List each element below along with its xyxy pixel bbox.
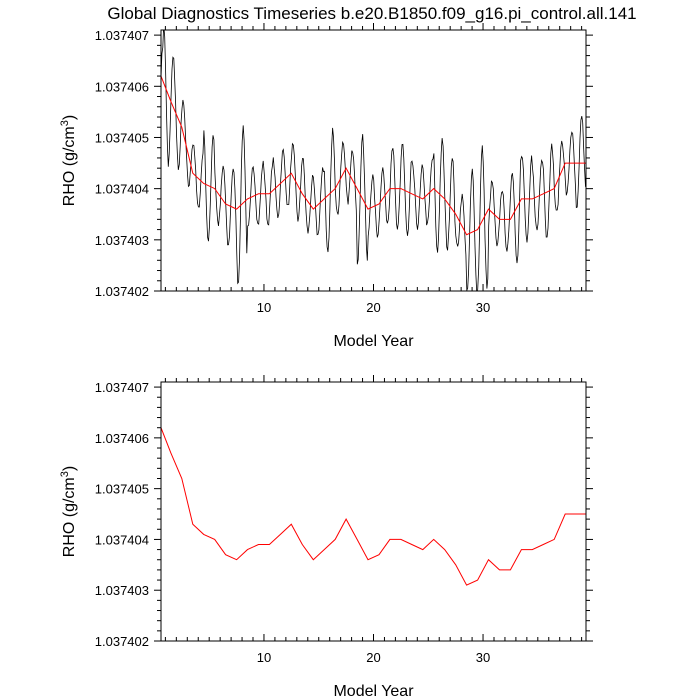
chart-panel-2: 10 20 30 1.037402 1.037403 1.037404 1.037405 1.… [59, 375, 593, 700]
figure-title: Global Diagnostics Timeseries b.e20.B185… [107, 4, 636, 23]
y-tick-label: 1.037406 [95, 431, 149, 446]
x-tick-label: 30 [476, 300, 490, 315]
x-tick-label: 10 [257, 300, 271, 315]
y-axis-label: RHO (g/cm3) [59, 466, 78, 557]
y-tick-label: 1.037404 [95, 182, 149, 197]
plot-frame [160, 29, 587, 292]
x-tick-label: 30 [476, 650, 490, 665]
x-axis-label: Model Year [333, 683, 414, 700]
y-tick-label: 1.037402 [95, 634, 149, 649]
y-tick-label: 1.037403 [95, 583, 149, 598]
y-axis-label: RHO (g/cm3) [59, 115, 78, 206]
annual-series-line [161, 75, 586, 236]
y-tick-label: 1.037403 [95, 233, 149, 248]
y-tick-label: 1.037406 [95, 79, 149, 94]
x-tick-label: 20 [366, 300, 380, 315]
x-tick-label: 20 [366, 650, 380, 665]
annual-series-line [161, 427, 586, 586]
y-tick-label: 1.037404 [95, 532, 149, 547]
monthly-series-line [161, 30, 586, 291]
chart-panel-1: 10 20 30 1.037402 1.037403 1.037404 1.037405 1.… [59, 23, 593, 350]
x-tick-label: 10 [257, 650, 271, 665]
y-tick-label: 1.037407 [95, 28, 149, 43]
plot-frame [160, 381, 587, 642]
y-tick-label: 1.037405 [95, 130, 149, 145]
y-tick-label: 1.037402 [95, 284, 149, 299]
y-tick-label: 1.037407 [95, 380, 149, 395]
x-axis-label: Model Year [333, 333, 414, 350]
y-tick-label: 1.037405 [95, 482, 149, 497]
